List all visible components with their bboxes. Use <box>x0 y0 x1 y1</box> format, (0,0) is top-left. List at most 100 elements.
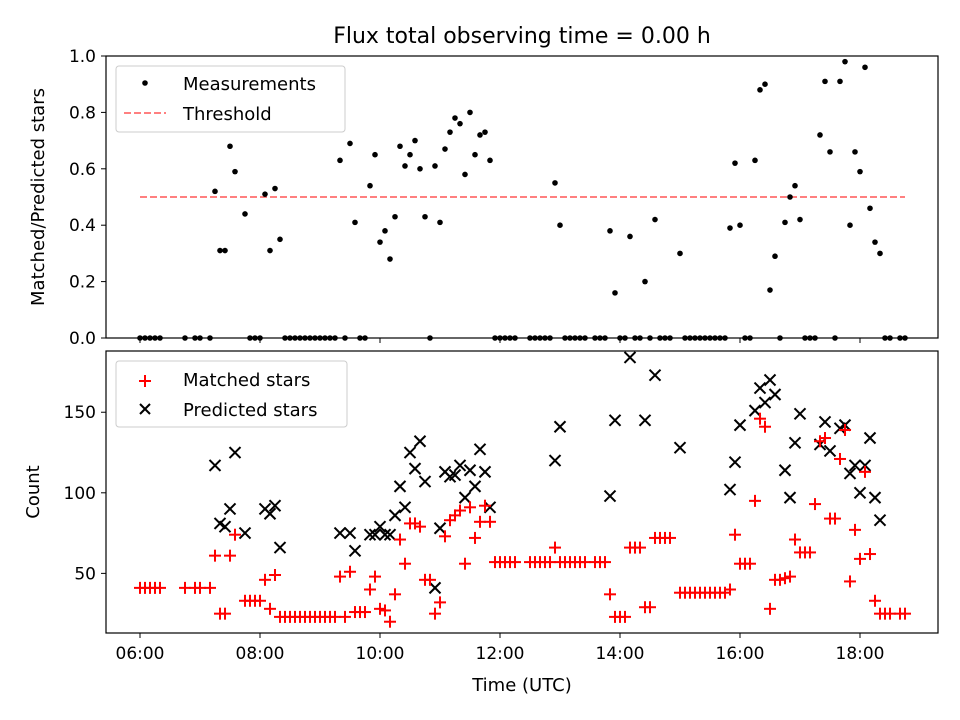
predicted-point <box>368 528 382 541</box>
matched-point <box>854 552 866 565</box>
matched-point <box>344 565 356 578</box>
top-y-tick-label: 0.0 <box>69 329 96 349</box>
predicted-point-stroke <box>268 499 282 512</box>
predicted-point <box>648 368 662 382</box>
bottom-legend: Matched stars Predicted stars <box>115 360 348 428</box>
matched-point <box>424 573 436 586</box>
measurement-point <box>627 233 633 240</box>
predicted-point-stroke <box>368 528 382 541</box>
matched-point <box>389 588 401 601</box>
predicted-point <box>728 455 742 469</box>
measurement-point <box>877 250 883 257</box>
measurement-point <box>407 151 413 158</box>
measurement-point <box>842 58 848 65</box>
matched-point <box>759 420 771 433</box>
predicted-point <box>788 436 802 450</box>
predicted-point-stroke <box>273 541 287 554</box>
bottom-x-tick-label: 06:00 <box>116 644 165 664</box>
predicted-point <box>783 491 797 504</box>
measurement-point <box>402 163 408 169</box>
matched-point <box>789 533 801 546</box>
predicted-point-stroke <box>843 467 857 480</box>
predicted-point-stroke <box>793 407 807 421</box>
predicted-point <box>778 464 792 477</box>
predicted-point-stroke <box>758 396 772 409</box>
matched-point <box>399 557 411 570</box>
matched-point <box>229 528 241 541</box>
measurement-point <box>432 163 438 169</box>
measurement-point <box>372 151 378 158</box>
predicted-point-stroke <box>383 528 397 541</box>
measurement-point <box>277 236 283 243</box>
measurement-point <box>462 171 468 178</box>
matched-point <box>619 610 631 623</box>
measurement-point <box>782 219 788 226</box>
measurement-point <box>267 247 273 254</box>
predicted-point <box>673 441 687 454</box>
bottom-legend-box <box>115 360 348 428</box>
matched-point <box>339 610 351 623</box>
legend-predicted-label: Predicted stars <box>183 400 317 421</box>
predicted-point <box>733 418 747 432</box>
predicted-point-stroke <box>363 528 377 541</box>
measurement-point <box>337 157 343 164</box>
measurement-point <box>437 219 443 226</box>
measurement-point <box>232 168 238 175</box>
measurement-point <box>457 120 463 127</box>
predicted-point <box>453 459 467 472</box>
predicted-point-stroke <box>868 491 882 504</box>
predicted-point <box>553 420 567 433</box>
chart-title: Flux total observing time = 0.00 h <box>333 24 711 49</box>
matched-point <box>224 549 236 562</box>
measurement-point <box>652 216 658 223</box>
predicted-point-stroke <box>778 464 792 477</box>
matched-point <box>369 570 381 583</box>
matched-point <box>859 465 871 478</box>
matched-point <box>459 557 471 570</box>
predicted-point <box>548 454 562 467</box>
predicted-point-stroke <box>753 381 767 395</box>
measurement-point <box>382 228 388 234</box>
predicted-point-stroke <box>483 501 497 514</box>
legend-predicted-marker <box>139 403 151 415</box>
matched-point <box>664 531 676 544</box>
bottom-x-tick-label: 14:00 <box>596 644 645 664</box>
legend-measurements-marker <box>142 80 148 86</box>
predicted-point <box>603 489 617 503</box>
measurement-point <box>642 278 648 285</box>
predicted-point <box>378 528 392 541</box>
legend-threshold-label: Threshold <box>182 104 272 125</box>
matched-point <box>599 556 611 569</box>
measurement-point <box>367 182 373 189</box>
predicted-point <box>403 446 417 459</box>
predicted-point <box>418 475 432 488</box>
measurement-point <box>762 81 768 87</box>
matched-point <box>434 596 446 609</box>
matched-point <box>829 512 841 525</box>
predicted-point-stroke <box>433 522 447 535</box>
bottom-y-tick-label: 150 <box>64 403 96 423</box>
matched-point <box>729 528 741 541</box>
bottom-y-tick-label: 100 <box>64 484 96 504</box>
matched-point <box>359 606 371 619</box>
predicted-point <box>348 544 362 558</box>
predicted-point <box>413 435 427 448</box>
predicted-point <box>393 480 407 493</box>
matched-point <box>549 541 561 554</box>
measurement-point <box>227 143 233 150</box>
matched-point <box>754 412 766 425</box>
predicted-point <box>433 522 447 535</box>
measurement-point <box>222 247 228 254</box>
predicted-point-stroke <box>823 444 837 458</box>
measurement-point <box>397 143 403 150</box>
predicted-point <box>753 381 767 395</box>
bottom-y-ticks: 50 100 150 <box>64 403 106 584</box>
measurement-point <box>757 87 763 93</box>
legend-measurements-label: Measurements <box>183 74 316 95</box>
bottom-x-tick-label: 16:00 <box>716 644 765 664</box>
predicted-point <box>363 528 377 541</box>
matched-point <box>724 583 736 596</box>
predicted-point <box>333 526 347 540</box>
matched-point <box>464 501 476 514</box>
